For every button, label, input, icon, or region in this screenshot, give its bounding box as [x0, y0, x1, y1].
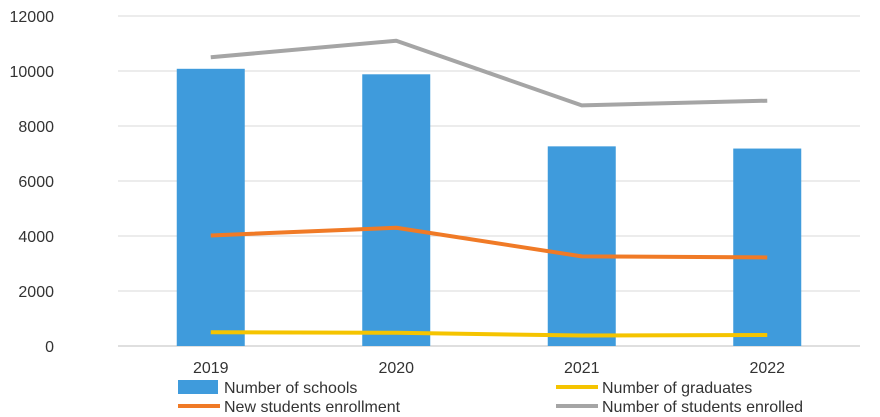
x-tick-label: 2022	[749, 360, 785, 377]
line-series-1	[210, 330, 768, 338]
bar-series	[176, 68, 802, 347]
bar-schools	[176, 68, 245, 347]
line-series-2	[210, 225, 768, 260]
y-tick-label: 2000	[18, 284, 54, 301]
legend-label: New students enrollment	[224, 399, 401, 416]
legend-label: Number of students enrolled	[602, 399, 803, 416]
x-tick-label: 2020	[378, 360, 414, 377]
y-tick-label: 10000	[10, 64, 55, 81]
bar-schools	[547, 146, 616, 346]
y-tick-label: 6000	[18, 174, 54, 191]
legend-label: Number of schools	[224, 380, 357, 397]
y-tick-label: 4000	[18, 229, 54, 246]
y-tick-label: 0	[45, 339, 54, 356]
x-axis: 2019 2020 2021 2022	[193, 360, 785, 377]
x-tick-label: 2019	[193, 360, 229, 377]
line-series	[210, 38, 768, 338]
legend: Number of schools Number of graduates New …	[178, 380, 803, 416]
legend-swatch-bar	[178, 380, 218, 394]
y-axis: 0 2000 4000 6000 8000 10000 12000	[10, 9, 55, 356]
y-tick-label: 12000	[10, 9, 55, 26]
bar-schools	[362, 74, 431, 347]
x-tick-label: 2021	[564, 360, 600, 377]
legend-label: Number of graduates	[602, 380, 752, 397]
y-tick-label: 8000	[18, 119, 54, 136]
bar-schools	[733, 148, 802, 346]
line-series-3	[210, 38, 768, 108]
